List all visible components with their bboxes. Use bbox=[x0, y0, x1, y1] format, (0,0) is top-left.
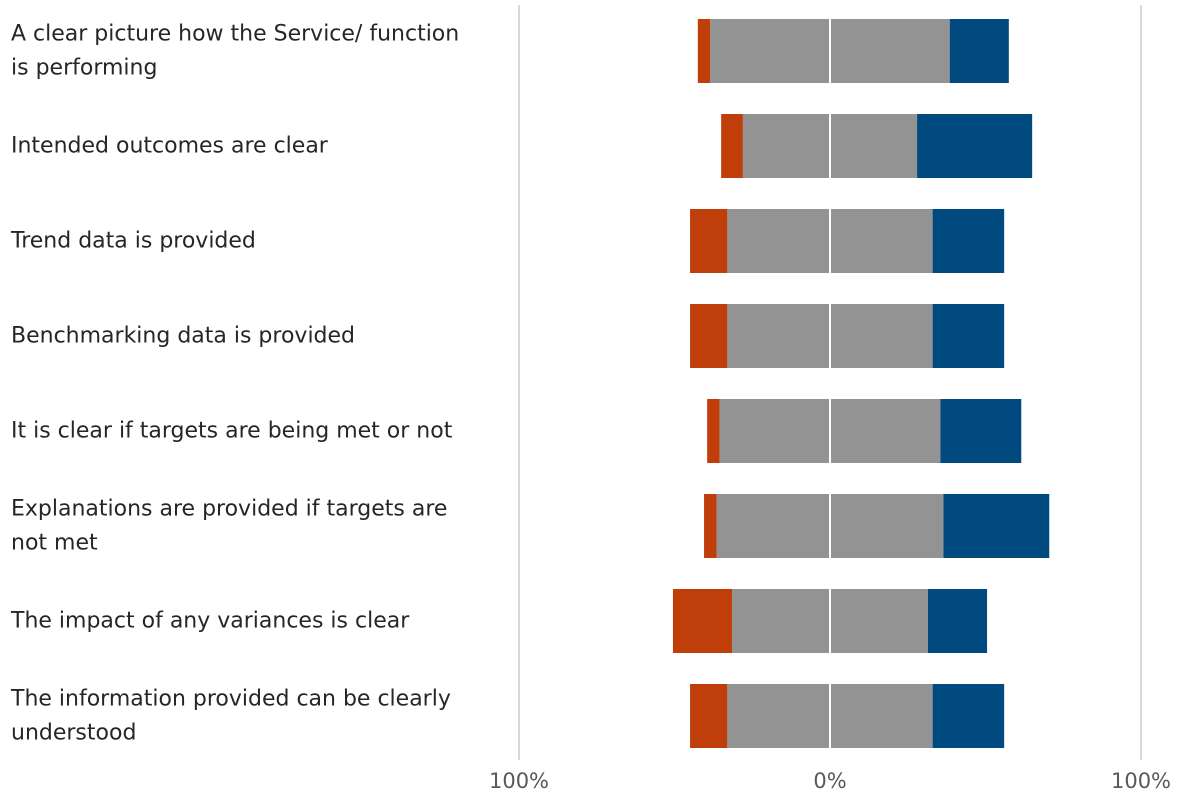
bar-negative-3 bbox=[690, 304, 728, 368]
bar-negative-0 bbox=[697, 19, 711, 83]
category-label-0-line-1: is performing bbox=[11, 56, 157, 81]
category-label-0-line-0: A clear picture how the Service/ functio… bbox=[11, 22, 459, 47]
bar-layer bbox=[672, 19, 1050, 748]
bar-positive-5 bbox=[943, 494, 1050, 558]
bar-positive-2 bbox=[932, 209, 1005, 273]
bar-positive-7 bbox=[932, 684, 1005, 748]
bar-negative-7 bbox=[690, 684, 728, 748]
bar-negative-1 bbox=[721, 114, 743, 178]
bar-negative-2 bbox=[690, 209, 728, 273]
grid-layer bbox=[518, 5, 1142, 760]
bar-negative-4 bbox=[707, 399, 720, 463]
category-label-7-line-1: understood bbox=[11, 721, 136, 746]
category-label-4: It is clear if targets are being met or … bbox=[11, 419, 453, 444]
bar-positive-1 bbox=[917, 114, 1033, 178]
category-label-3: Benchmarking data is provided bbox=[11, 324, 355, 349]
category-label-5-line-0: Explanations are provided if targets are bbox=[11, 497, 447, 522]
category-label-5-line-1: not met bbox=[11, 531, 98, 556]
category-label-6: The impact of any variances is clear bbox=[10, 609, 410, 634]
bar-positive-3 bbox=[932, 304, 1005, 368]
bar-positive-4 bbox=[940, 399, 1022, 463]
bar-negative-5 bbox=[704, 494, 717, 558]
category-label-7-line-0: The information provided can be clearly bbox=[10, 687, 451, 712]
tick-label-layer: 100% 0% 100% bbox=[489, 769, 1171, 793]
bar-positive-6 bbox=[927, 589, 988, 653]
category-label-2: Trend data is provided bbox=[10, 229, 256, 254]
x-tick-label-2: 100% bbox=[1111, 769, 1171, 793]
x-tick-label-1: 0% bbox=[813, 769, 846, 793]
bar-positive-0 bbox=[949, 19, 1009, 83]
bar-negative-6 bbox=[672, 589, 733, 653]
x-tick-label-0: 100% bbox=[489, 769, 549, 793]
category-label-1: Intended outcomes are clear bbox=[11, 134, 329, 159]
category-label-layer: A clear picture how the Service/ functio… bbox=[10, 22, 459, 746]
